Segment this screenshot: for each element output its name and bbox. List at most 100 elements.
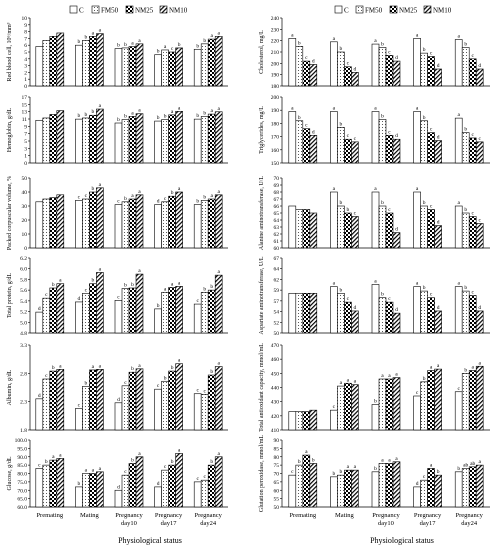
- data-label: b: [381, 113, 384, 119]
- y-tick-label: 210: [271, 50, 280, 56]
- data-label: c: [38, 462, 41, 468]
- y-tick-label: 65.0: [17, 497, 27, 503]
- data-label: a: [416, 32, 419, 38]
- data-label: b: [374, 399, 377, 405]
- data-label: b: [124, 114, 127, 120]
- y-tick-label: 66: [274, 204, 280, 210]
- data-label: b: [340, 200, 343, 206]
- legend-swatch-c: [334, 5, 343, 14]
- bar-nm10: [135, 43, 144, 87]
- data-label: d: [354, 66, 357, 72]
- data-label: a: [354, 379, 357, 385]
- data-label: b: [210, 284, 213, 290]
- data-label: b: [298, 115, 301, 121]
- y-tick-label: 67: [274, 197, 280, 203]
- y-tick-label: 64: [274, 218, 280, 224]
- data-label: b: [381, 200, 384, 206]
- data-label: b: [312, 457, 315, 463]
- bar-nm25: [302, 60, 311, 87]
- y-axis-title: Glutation peroxidase, mmol/mL: [259, 435, 265, 512]
- data-label: a: [374, 106, 377, 112]
- data-label: a: [164, 44, 167, 50]
- data-label: a: [333, 36, 336, 42]
- bar-nm10: [434, 368, 442, 431]
- data-label: c: [117, 199, 120, 205]
- data-label: d: [395, 307, 398, 313]
- data-label: b: [131, 366, 134, 372]
- x-tick-label: Pregnancy: [414, 512, 442, 519]
- data-label: b: [117, 117, 120, 123]
- bar-c: [114, 402, 123, 431]
- data-label: c: [416, 390, 419, 396]
- bar-fm50: [161, 380, 169, 431]
- bar-nm25: [385, 134, 394, 164]
- data-label: a: [416, 186, 419, 192]
- bar-nm25: [49, 36, 58, 87]
- bar-fm50: [82, 293, 90, 334]
- bar-nm25: [344, 138, 352, 164]
- y-tick-label: 20: [22, 218, 28, 224]
- data-label: d: [395, 133, 398, 139]
- x-tick-label: day24: [461, 520, 478, 527]
- bar-c: [413, 191, 421, 249]
- bar-c: [413, 111, 421, 164]
- data-label: a: [138, 108, 141, 114]
- data-label: c: [171, 46, 174, 52]
- bar-c: [330, 409, 338, 431]
- bar-c: [288, 205, 297, 249]
- bar-c: [114, 122, 123, 164]
- y-tick-label: 40: [22, 190, 28, 196]
- legend-swatch-fm50: [91, 5, 100, 14]
- bar-c: [288, 111, 297, 164]
- data-label: c: [85, 287, 88, 293]
- bar-c: [75, 200, 83, 249]
- y-tick-label: 52: [274, 320, 280, 326]
- bar-fm50: [378, 297, 387, 334]
- bar-c: [454, 39, 463, 87]
- bar-fm50: [461, 212, 470, 249]
- bar-nm25: [344, 212, 352, 249]
- y-tick-label: 5.0: [20, 320, 27, 326]
- data-label: a: [178, 358, 181, 364]
- bar-nm10: [475, 68, 484, 87]
- bar-nm25: [344, 469, 352, 508]
- bar-fm50: [461, 373, 470, 431]
- data-label: a: [178, 105, 181, 111]
- bar-nm10: [214, 274, 223, 334]
- bar-fm50: [121, 47, 130, 87]
- bar-c: [114, 204, 123, 249]
- data-label: b: [92, 278, 95, 284]
- legend-right: C FM50 NM25 NM10: [334, 5, 452, 15]
- bar-nm10: [392, 312, 401, 334]
- bar-nm25: [207, 374, 216, 431]
- bar-nm10: [56, 369, 65, 431]
- bar-nm25: [49, 287, 58, 334]
- bar-c: [454, 391, 463, 431]
- data-label: b: [203, 286, 206, 292]
- data-label: c: [196, 476, 199, 482]
- data-label: a: [59, 452, 62, 458]
- y-tick-label: 67: [274, 256, 280, 262]
- data-label: b: [171, 190, 174, 196]
- bar-fm50: [420, 120, 428, 164]
- y-tick-label: 62: [274, 232, 280, 238]
- y-tick-label: 9: [24, 23, 27, 29]
- x-tick-label: Pregnancy: [455, 512, 483, 519]
- bar-nm10: [135, 113, 144, 164]
- bar-nm10: [309, 292, 318, 334]
- x-tick-label: Premating: [289, 512, 316, 519]
- data-label: c: [305, 55, 308, 61]
- y-tick-label: 1: [24, 77, 27, 83]
- data-label: c: [354, 136, 357, 142]
- data-label: b: [52, 282, 55, 288]
- bar-fm50: [420, 205, 428, 249]
- data-label: b: [124, 283, 127, 289]
- bar-nm10: [434, 140, 442, 164]
- data-label: ab: [470, 461, 475, 467]
- bar-c: [75, 301, 83, 334]
- bar-fm50: [378, 205, 387, 249]
- bar-nm10: [351, 141, 359, 164]
- x-tick-label: Pregnancy: [115, 512, 143, 519]
- data-label: b: [78, 481, 81, 487]
